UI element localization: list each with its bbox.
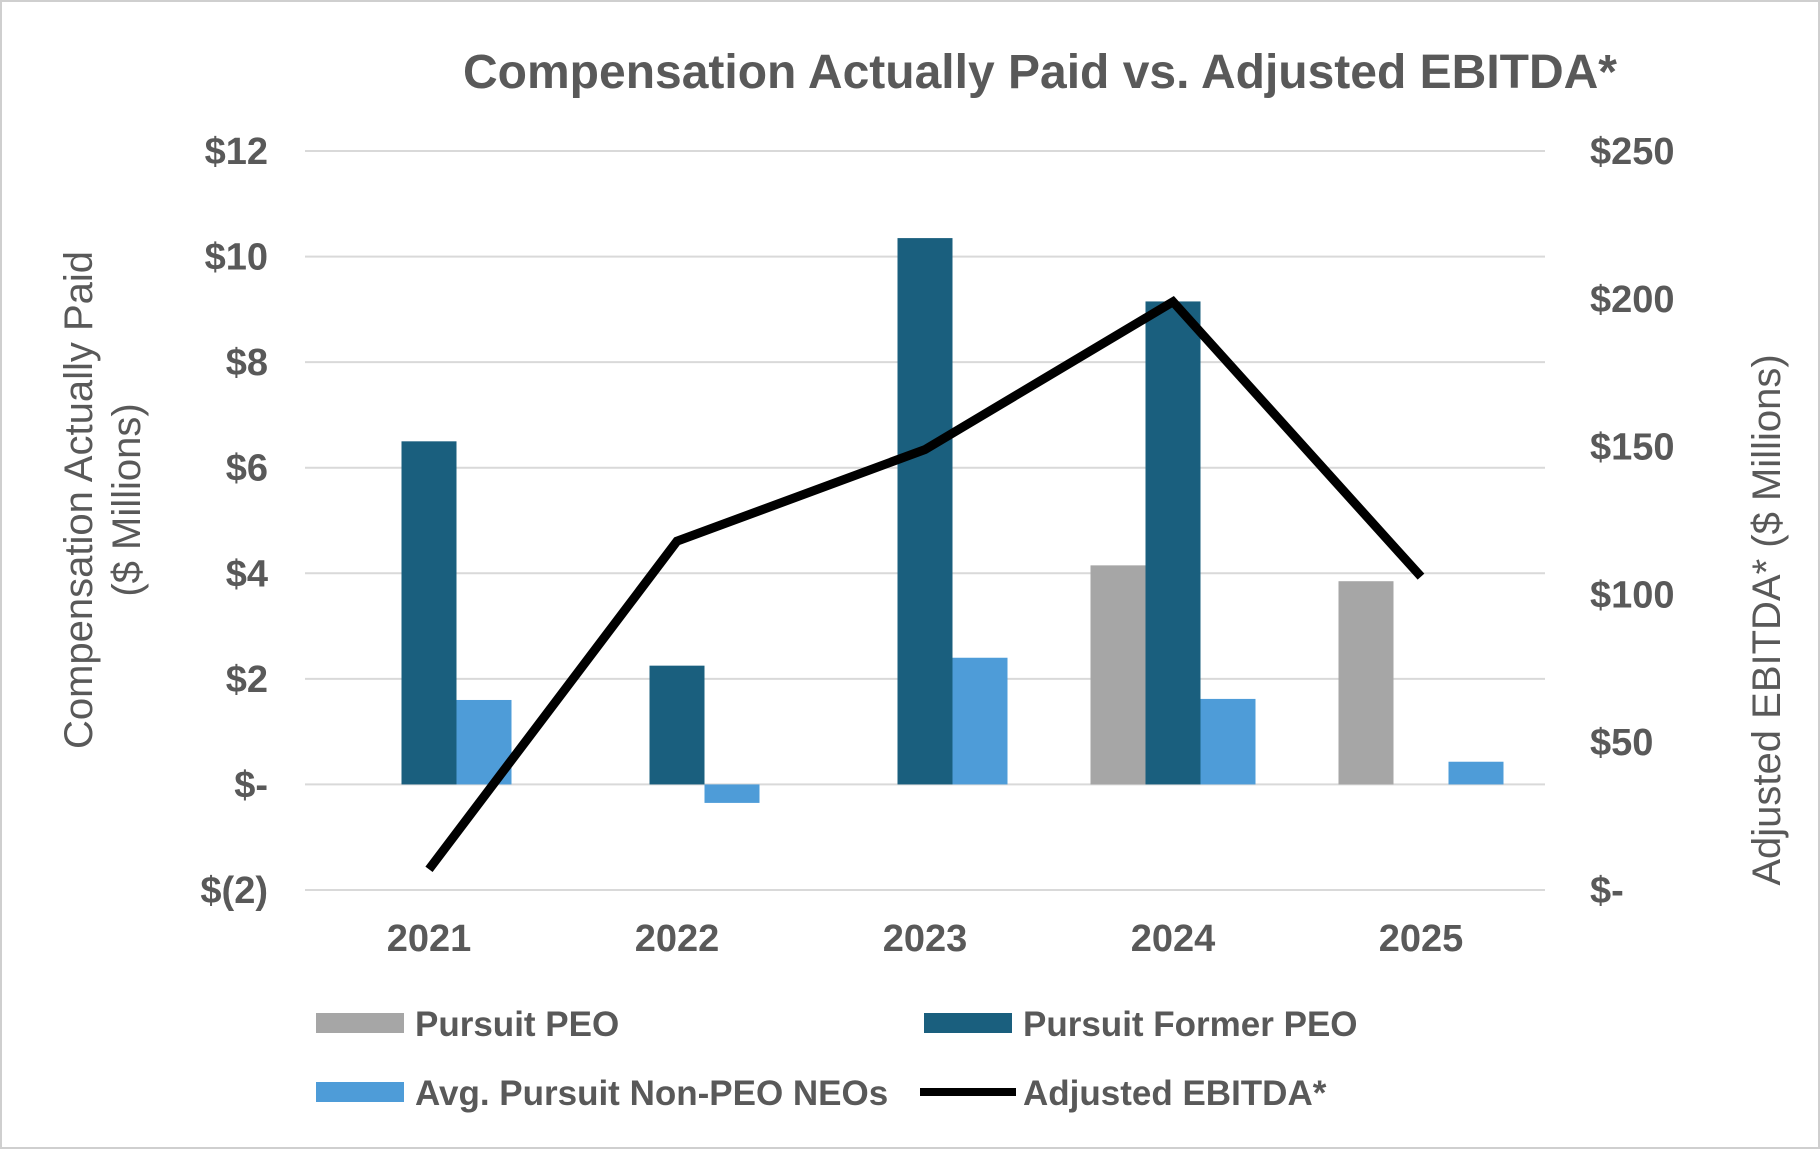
bars <box>401 238 1504 803</box>
x-tick-label: 2022 <box>635 918 720 960</box>
y-tick-label: $8 <box>226 342 268 384</box>
x-tick-label: 2023 <box>883 918 968 960</box>
y2-tick-label: $- <box>1590 870 1624 912</box>
legend-label-pursuit-former-peo: Pursuit Former PEO <box>1023 1005 1358 1044</box>
bar-pursuit-peo-2025 <box>1338 581 1394 785</box>
bar-pursuit-former-peo-2023 <box>897 238 953 785</box>
bar-avg-pursuit-non-peo-neos-2023 <box>952 657 1008 785</box>
legend-label-avg-pursuit-non-peo-neos: Avg. Pursuit Non-PEO NEOs <box>415 1074 888 1113</box>
left-axis-ticks: $12 $10 $8 $6 $4 $2 $- $(2) <box>200 131 268 912</box>
legend-swatch-avg-pursuit-non-peo-neos <box>316 1082 404 1102</box>
bar-pursuit-former-peo-2024 <box>1145 301 1201 785</box>
legend-swatch-pursuit-peo <box>316 1013 404 1033</box>
y2-tick-label: $250 <box>1590 131 1675 173</box>
x-tick-label: 2021 <box>387 918 472 960</box>
y2-tick-label: $150 <box>1590 427 1675 469</box>
bar-avg-pursuit-non-peo-neos-2024 <box>1200 698 1256 785</box>
chart-title: Compensation Actually Paid vs. Adjusted … <box>463 46 1617 99</box>
bar-pursuit-former-peo-2022 <box>649 665 705 785</box>
x-tick-label: 2024 <box>1131 918 1216 960</box>
y2-tick-label: $50 <box>1590 722 1653 764</box>
ebitda-line <box>425 296 1425 873</box>
left-axis-label-line1: Compensation Actually Paid <box>57 251 101 749</box>
y-tick-label: $10 <box>205 237 268 279</box>
bar-pursuit-former-peo-2021 <box>401 441 457 785</box>
y-tick-label: $4 <box>226 553 268 595</box>
legend-label-pursuit-peo: Pursuit PEO <box>415 1005 619 1044</box>
legend-swatch-pursuit-former-peo <box>924 1013 1012 1033</box>
y-tick-label: $2 <box>226 659 268 701</box>
bar-pursuit-peo-2024 <box>1090 565 1146 785</box>
bar-avg-pursuit-non-peo-neos-2022 <box>704 784 760 803</box>
x-tick-label: 2025 <box>1379 918 1464 960</box>
left-axis-label-line2: ($ Millions) <box>105 403 149 596</box>
y-tick-label: $6 <box>226 448 268 490</box>
y2-tick-label: $200 <box>1590 279 1675 321</box>
y-tick-label: $- <box>234 764 268 806</box>
right-axis-label: Adjusted EBITDA* ($ Millions) <box>1745 354 1789 885</box>
bar-avg-pursuit-non-peo-neos-2025 <box>1448 761 1504 785</box>
legend: Pursuit PEO Pursuit Former PEO Avg. Pursui… <box>316 1005 1358 1113</box>
y2-tick-label: $100 <box>1590 574 1675 616</box>
y-tick-label: $12 <box>205 131 268 173</box>
legend-label-adjusted-ebitda: Adjusted EBITDA* <box>1023 1074 1327 1113</box>
y-tick-label: $(2) <box>200 870 268 912</box>
right-axis-ticks: $250 $200 $150 $100 $50 $- <box>1590 131 1675 912</box>
x-axis-ticks: 2021 2022 2023 2024 2025 <box>387 918 1464 960</box>
